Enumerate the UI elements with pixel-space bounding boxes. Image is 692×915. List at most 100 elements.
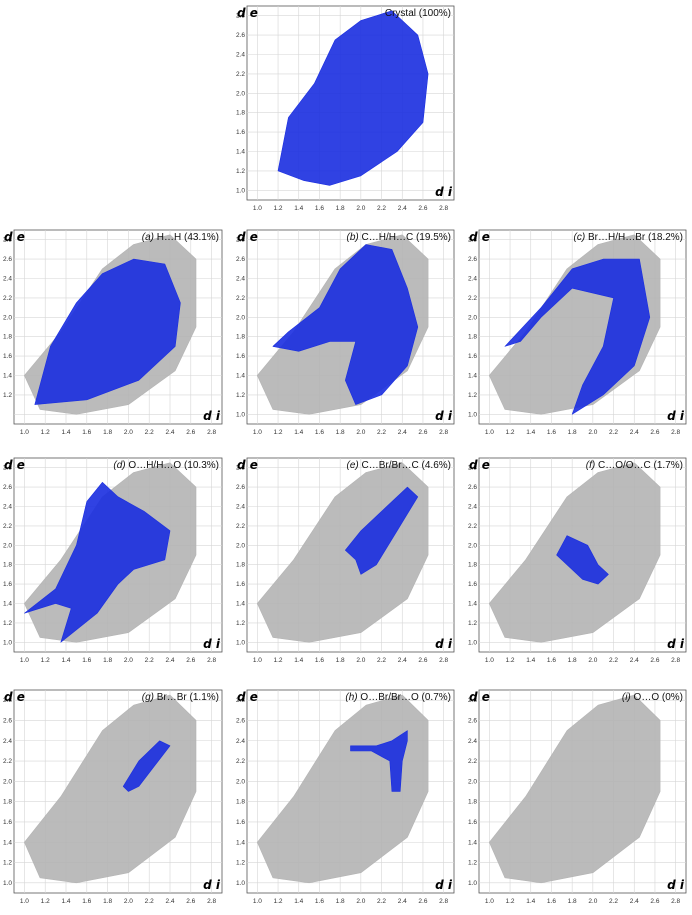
- panel-title-prefix: (b): [347, 232, 359, 243]
- x-tick-label: 2.8: [439, 657, 448, 664]
- y-tick-label: 1.6: [236, 353, 245, 360]
- y-tick-label: 2.6: [3, 717, 12, 724]
- y-axis-label: d e: [237, 458, 258, 472]
- y-tick-label: 1.4: [3, 373, 12, 380]
- panel-title: (g) Br…Br (1.1%): [142, 692, 219, 703]
- y-tick-label: 1.6: [236, 129, 245, 136]
- y-tick-label: 1.2: [468, 620, 477, 627]
- x-tick-label: 2.8: [207, 657, 216, 664]
- x-tick-label: 2.4: [398, 657, 407, 664]
- y-axis-label: d e: [237, 230, 258, 244]
- x-tick-label: 2.2: [377, 898, 386, 905]
- panel-title-prefix: (h): [345, 692, 357, 703]
- panel-title-text: C…Br/Br…C (4.6%): [359, 460, 451, 471]
- chart-g: 1.0 1.2 1.4 1.6 1.8 2.0 2.2 2.4 2.6 2.8 1.0 1.2 1.4 1…: [3, 689, 223, 905]
- y-tick-label: 2.2: [236, 295, 245, 302]
- x-tick-label: 1.6: [547, 429, 556, 436]
- x-tick-label: 2.2: [377, 205, 386, 212]
- x-axis-label: d i: [435, 878, 453, 892]
- y-tick-label: 1.8: [236, 562, 245, 569]
- x-tick-label: 1.2: [506, 898, 515, 905]
- x-tick-label: 2.8: [671, 657, 680, 664]
- x-tick-label: 2.6: [650, 898, 659, 905]
- x-tick-label: 2.2: [145, 657, 154, 664]
- y-tick-label: 1.0: [3, 639, 12, 646]
- y-tick-label: 1.8: [236, 799, 245, 806]
- x-tick-label: 2.8: [439, 429, 448, 436]
- x-tick-label: 1.0: [253, 657, 262, 664]
- y-tick-label: 2.4: [468, 504, 477, 511]
- x-axis-label: d i: [667, 637, 685, 651]
- x-tick-label: 2.6: [418, 898, 427, 905]
- y-tick-label: 2.8: [236, 237, 245, 244]
- highlight-region-g: [122, 740, 171, 792]
- x-tick-label: 2.2: [377, 657, 386, 664]
- x-tick-label: 1.2: [274, 205, 283, 212]
- highlight-region-d: [24, 481, 171, 643]
- x-tick-label: 2.8: [207, 429, 216, 436]
- x-axis-label: d i: [435, 409, 453, 423]
- x-tick-label: 1.6: [315, 657, 324, 664]
- y-tick-label: 2.0: [468, 778, 477, 785]
- y-axis-label: d e: [469, 230, 490, 244]
- panel-title-text: Br…Br (1.1%): [154, 692, 219, 703]
- y-tick-label: 1.4: [468, 373, 477, 380]
- x-tick-label: 2.6: [186, 657, 195, 664]
- panel-title-prefix: (c): [574, 232, 586, 243]
- panel-title: (e) C…Br/Br…C (4.6%): [347, 460, 451, 471]
- y-axis-label: d e: [4, 230, 25, 244]
- y-tick-label: 1.2: [3, 620, 12, 627]
- y-tick-label: 2.8: [468, 465, 477, 472]
- y-tick-label: 2.4: [236, 52, 245, 59]
- panel-crystal: 1.0 1.2 1.4 1.6 1.8 2.0 2.2 2.4 2.6 2.8 1.0 1.2 1.4 1…: [233, 0, 460, 222]
- y-tick-label: 1.0: [468, 639, 477, 646]
- panel-title-text: O…Br/Br…O (0.7%): [358, 692, 451, 703]
- x-tick-label: 1.4: [294, 898, 303, 905]
- y-tick-label: 1.8: [468, 562, 477, 569]
- panel-d: 1.0 1.2 1.4 1.6 1.8 2.0 2.2 2.4 2.6 2.8 1.0 1.2 1.4 1…: [0, 452, 228, 674]
- y-tick-label: 1.8: [3, 334, 12, 341]
- x-tick-label: 1.4: [61, 657, 70, 664]
- y-tick-label: 1.4: [236, 373, 245, 380]
- y-tick-label: 2.4: [236, 276, 245, 283]
- y-tick-label: 1.2: [236, 392, 245, 399]
- y-tick-label: 1.2: [468, 392, 477, 399]
- x-tick-label: 1.0: [485, 898, 494, 905]
- chart-b: 1.0 1.2 1.4 1.6 1.8 2.0 2.2 2.4 2.6 2.8 1.0 1.2 1.4 1…: [236, 229, 455, 436]
- x-tick-label: 1.0: [485, 429, 494, 436]
- highlight-region-c: [504, 258, 651, 415]
- y-axis-label: d e: [4, 458, 25, 472]
- chart-d: 1.0 1.2 1.4 1.6 1.8 2.0 2.2 2.4 2.6 2.8 1.0 1.2 1.4 1…: [3, 457, 223, 664]
- y-tick-label: 1.0: [468, 411, 477, 418]
- chart-h: 1.0 1.2 1.4 1.6 1.8 2.0 2.2 2.4 2.6 2.8 1.0 1.2 1.4 1…: [236, 689, 455, 905]
- x-tick-label: 1.4: [294, 657, 303, 664]
- x-tick-label: 2.0: [588, 429, 597, 436]
- x-tick-label: 2.2: [145, 429, 154, 436]
- panel-title: (i) O…O (0%): [622, 692, 683, 703]
- x-tick-label: 2.2: [609, 657, 618, 664]
- y-axis-label: d e: [469, 690, 490, 704]
- panel-title-text: C…H/H…C (19.5%): [359, 232, 451, 243]
- y-tick-label: 1.6: [3, 581, 12, 588]
- x-tick-label: 2.6: [418, 657, 427, 664]
- x-tick-label: 2.4: [630, 429, 639, 436]
- panel-title-prefix: (f): [586, 460, 595, 471]
- x-tick-label: 1.6: [547, 898, 556, 905]
- y-tick-label: 1.4: [236, 149, 245, 156]
- y-tick-label: 1.6: [236, 819, 245, 826]
- y-tick-label: 2.6: [3, 256, 12, 263]
- x-tick-label: 1.2: [274, 898, 283, 905]
- x-tick-label: 1.0: [20, 657, 29, 664]
- y-tick-label: 1.0: [236, 411, 245, 418]
- x-tick-label: 1.2: [274, 429, 283, 436]
- y-tick-label: 1.0: [236, 639, 245, 646]
- y-tick-label: 2.0: [3, 314, 12, 321]
- y-tick-label: 2.0: [236, 314, 245, 321]
- x-tick-label: 2.4: [398, 205, 407, 212]
- y-tick-label: 2.2: [236, 523, 245, 530]
- y-tick-label: 1.4: [468, 601, 477, 608]
- x-tick-label: 1.6: [315, 429, 324, 436]
- y-tick-label: 2.6: [468, 717, 477, 724]
- x-tick-label: 1.2: [41, 657, 50, 664]
- highlight-region-crystal: [277, 10, 429, 186]
